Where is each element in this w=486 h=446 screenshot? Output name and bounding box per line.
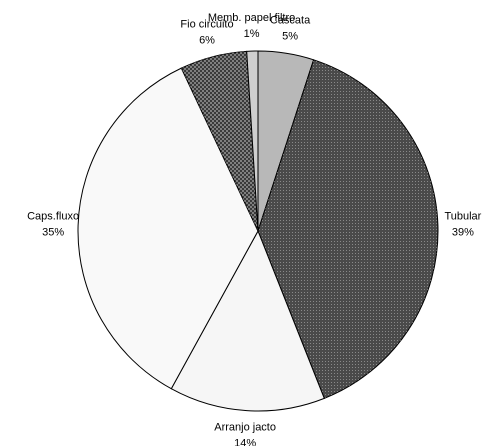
slice-label: Memb. papel filtro xyxy=(208,12,295,24)
slice-texture xyxy=(181,51,258,231)
slice-value-label: 6% xyxy=(199,34,215,46)
slice-value-label: 1% xyxy=(244,28,260,40)
slice-label: Fio circuito xyxy=(180,18,233,30)
pie-slice xyxy=(170,229,325,412)
slice-texture xyxy=(258,59,439,399)
pie-slice xyxy=(246,50,259,232)
slice-label: Tubular xyxy=(444,210,481,222)
slice-value-label: 39% xyxy=(452,226,474,238)
pie-slice xyxy=(77,67,259,390)
slice-label: Arranjo jacto xyxy=(214,422,276,434)
slice-value-label: 5% xyxy=(282,30,298,42)
slice-label: Cascata xyxy=(270,14,311,26)
slice-label: Caps.fluxo xyxy=(27,210,79,222)
slice-value-label: 35% xyxy=(42,226,64,238)
slice-value-label: 14% xyxy=(234,438,256,446)
